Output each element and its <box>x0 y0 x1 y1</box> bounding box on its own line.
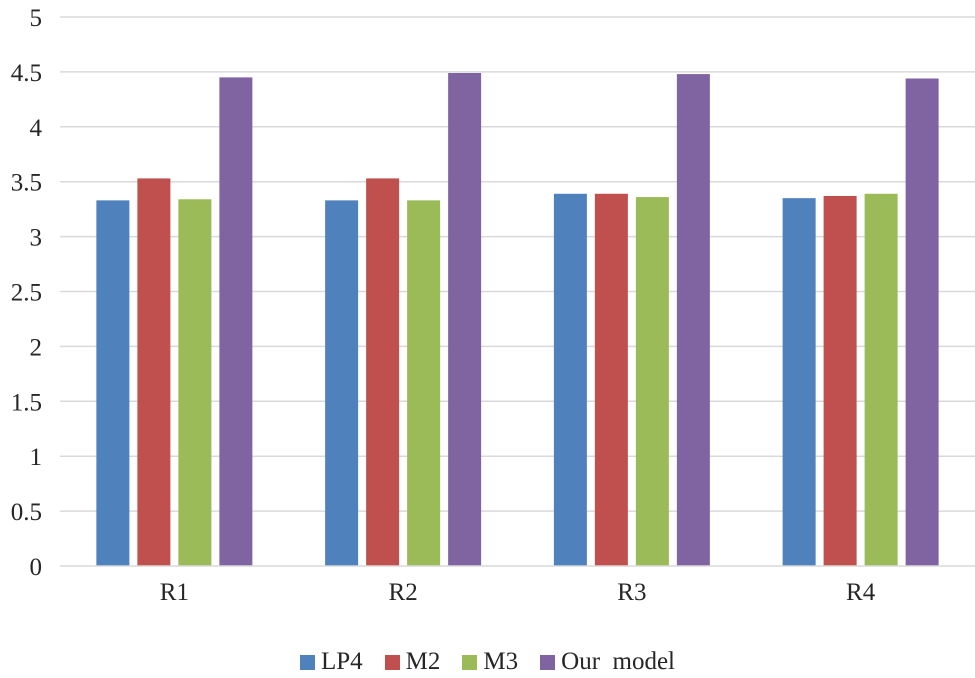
y-tick-label: 2 <box>30 334 43 361</box>
legend: LP4 M2 M3 Our model <box>0 646 975 678</box>
x-tick-label: R2 <box>389 579 418 606</box>
y-tick-label: 3.5 <box>11 170 42 197</box>
bar-m2-r3 <box>594 193 628 566</box>
legend-swatch <box>299 654 315 670</box>
y-tick-label: 0 <box>30 554 43 581</box>
bar-chart: 0 0.5 1 1.5 2 2.5 3 3.5 4 4.5 5 R1 R2 R3 R4 <box>11 5 975 606</box>
bar-m3-r2 <box>407 200 441 566</box>
legend-label: M2 <box>405 648 441 675</box>
y-tick-label: 4 <box>30 115 43 142</box>
bar-lp4-r2 <box>325 200 359 566</box>
axes: 0 0.5 1 1.5 2 2.5 3 3.5 4 4.5 5 R1 R2 R3 R4 <box>11 5 975 606</box>
y-tick-label: 3 <box>30 225 43 252</box>
y-tick-label: 5 <box>30 5 43 32</box>
x-tick-label: R1 <box>160 579 189 606</box>
legend-item: M2 <box>384 648 441 676</box>
legend-item: LP4 <box>299 648 363 676</box>
legend-label: M3 <box>483 648 519 675</box>
bar-our-model-r2 <box>448 72 482 567</box>
legend-label: Our model <box>561 648 676 675</box>
bar-m2-r1 <box>137 178 171 566</box>
y-tick-label: 0.5 <box>11 499 42 526</box>
bar-m3-r1 <box>178 199 212 566</box>
bar-m2-r2 <box>366 178 400 566</box>
bar-our-model-r4 <box>905 78 939 566</box>
bar-lp4-r3 <box>553 193 587 566</box>
legend-swatch <box>540 654 556 670</box>
legend-swatch <box>384 654 400 670</box>
bar-m2-r4 <box>823 195 857 566</box>
legend-swatch <box>462 654 478 670</box>
y-tick-label: 1 <box>30 444 43 471</box>
bars <box>96 72 939 567</box>
legend-label: LP4 <box>320 648 363 675</box>
x-tick-label: R3 <box>617 579 646 606</box>
bar-our-model-r3 <box>676 74 710 566</box>
gridlines <box>60 16 975 512</box>
bar-lp4-r4 <box>782 198 816 567</box>
y-tick-label: 4.5 <box>11 60 42 87</box>
bar-our-model-r1 <box>219 77 253 566</box>
legend-item: M3 <box>462 648 518 676</box>
legend-item: Our model <box>540 648 675 676</box>
x-tick-label: R4 <box>846 579 876 606</box>
y-tick-label: 2.5 <box>11 280 42 307</box>
bar-m3-r4 <box>864 193 898 566</box>
bar-m3-r3 <box>635 197 669 566</box>
bar-lp4-r1 <box>96 200 130 566</box>
y-tick-label: 1.5 <box>11 389 42 416</box>
